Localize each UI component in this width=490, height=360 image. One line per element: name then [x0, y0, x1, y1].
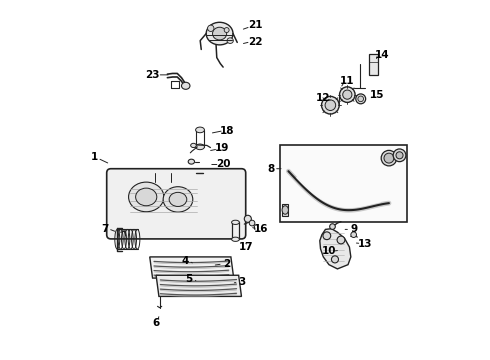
- Text: 15: 15: [370, 90, 385, 100]
- Ellipse shape: [331, 256, 339, 263]
- Polygon shape: [320, 229, 351, 269]
- Text: 13: 13: [358, 239, 372, 248]
- Text: 19: 19: [215, 143, 229, 153]
- Text: 11: 11: [340, 76, 355, 86]
- Text: 9: 9: [350, 224, 357, 234]
- Ellipse shape: [163, 187, 193, 212]
- Ellipse shape: [340, 87, 355, 102]
- Text: 20: 20: [216, 159, 230, 169]
- Ellipse shape: [396, 152, 403, 159]
- Text: 8: 8: [268, 164, 275, 174]
- Text: 10: 10: [322, 246, 336, 256]
- Ellipse shape: [169, 192, 187, 207]
- Ellipse shape: [227, 38, 233, 44]
- Text: 4: 4: [181, 256, 189, 266]
- Ellipse shape: [343, 90, 352, 99]
- Ellipse shape: [224, 28, 229, 32]
- Text: 5: 5: [186, 274, 193, 284]
- Text: 14: 14: [374, 50, 389, 60]
- Ellipse shape: [196, 127, 204, 133]
- Polygon shape: [150, 257, 234, 278]
- Text: 12: 12: [316, 93, 330, 103]
- Ellipse shape: [323, 232, 331, 240]
- Text: 21: 21: [247, 21, 262, 31]
- Ellipse shape: [208, 25, 214, 31]
- Text: 17: 17: [239, 242, 253, 252]
- Ellipse shape: [393, 149, 406, 162]
- Ellipse shape: [245, 215, 251, 222]
- Ellipse shape: [213, 27, 227, 40]
- Ellipse shape: [325, 100, 336, 111]
- Ellipse shape: [181, 82, 190, 89]
- Ellipse shape: [282, 206, 289, 214]
- Ellipse shape: [191, 143, 196, 148]
- Text: 23: 23: [146, 70, 160, 80]
- Polygon shape: [156, 275, 242, 296]
- Ellipse shape: [358, 96, 364, 102]
- Ellipse shape: [136, 188, 157, 206]
- Ellipse shape: [249, 220, 255, 226]
- Text: 16: 16: [254, 224, 269, 234]
- Ellipse shape: [188, 159, 195, 164]
- Ellipse shape: [232, 237, 239, 242]
- Ellipse shape: [321, 96, 339, 114]
- Ellipse shape: [384, 153, 394, 163]
- Ellipse shape: [337, 236, 345, 244]
- Ellipse shape: [206, 22, 233, 45]
- Ellipse shape: [232, 220, 239, 224]
- Bar: [280, 145, 407, 222]
- Ellipse shape: [196, 144, 204, 150]
- Text: 3: 3: [239, 277, 246, 287]
- Text: 6: 6: [152, 318, 160, 328]
- Ellipse shape: [330, 224, 335, 229]
- Polygon shape: [282, 204, 289, 216]
- Text: 1: 1: [90, 152, 98, 162]
- Ellipse shape: [356, 94, 366, 104]
- Ellipse shape: [351, 232, 357, 238]
- Text: 18: 18: [220, 126, 235, 136]
- Ellipse shape: [128, 182, 164, 212]
- Text: 7: 7: [101, 224, 108, 234]
- Text: 22: 22: [247, 37, 262, 47]
- Bar: [369, 54, 378, 75]
- Ellipse shape: [381, 150, 397, 166]
- FancyBboxPatch shape: [107, 169, 245, 239]
- Text: 2: 2: [223, 259, 230, 269]
